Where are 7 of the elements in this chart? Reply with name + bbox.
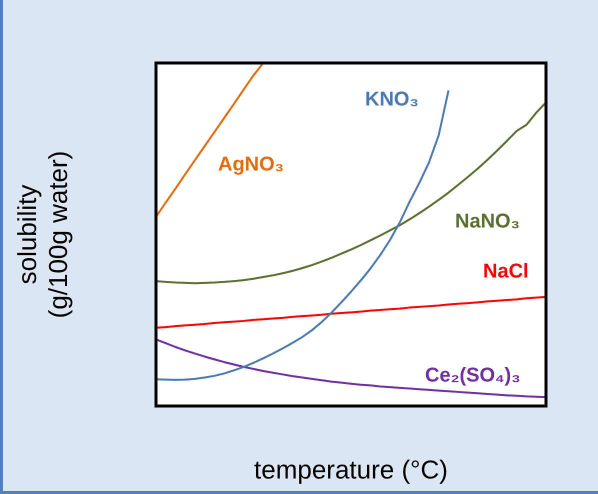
series-label: NaCl — [483, 260, 529, 283]
x-axis-title: temperature (°C) — [254, 454, 448, 485]
series-label: Ce₂(SO₄)₃ — [425, 364, 520, 387]
series-label: NaNO₃ — [455, 210, 520, 233]
series-label: AgNO₃ — [218, 154, 284, 176]
series-label: KNO₃ — [365, 88, 419, 111]
y-axis-title: solubility (g/100g water) — [12, 150, 73, 318]
